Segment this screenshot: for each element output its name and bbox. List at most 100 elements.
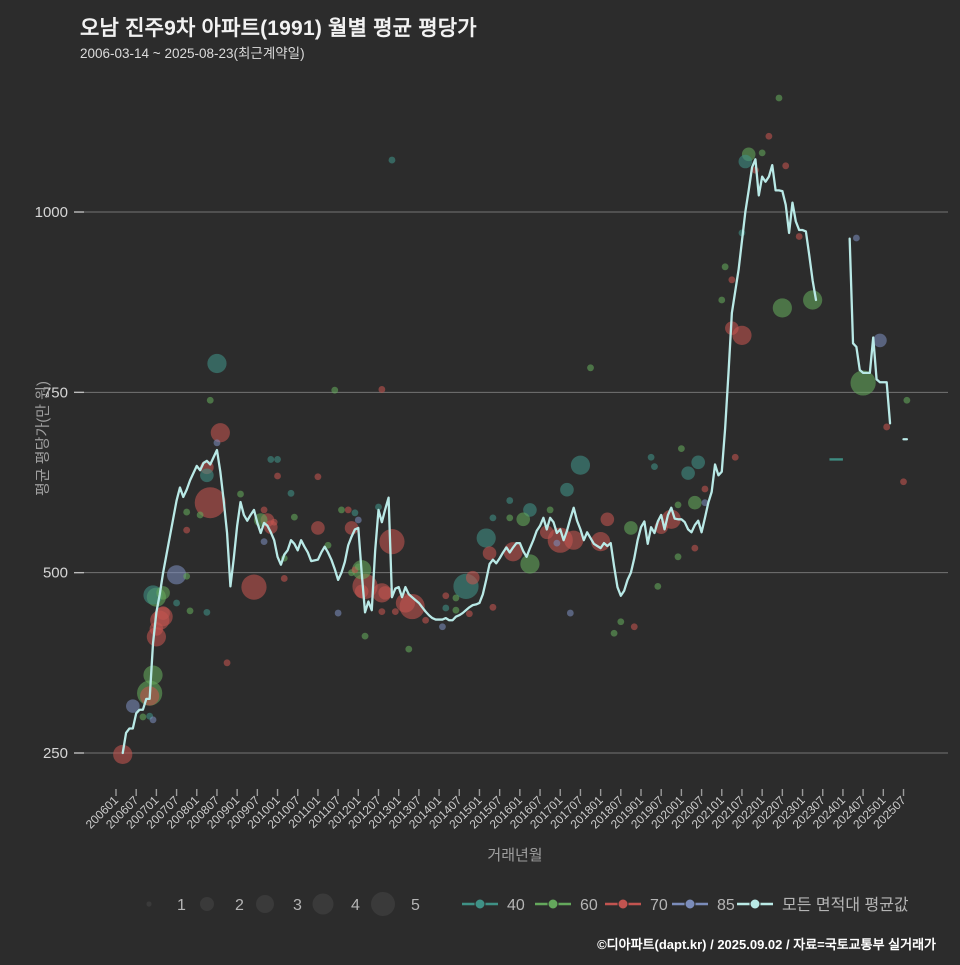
bubble-area70[interactable]	[391, 608, 399, 616]
bubble-area60[interactable]	[183, 508, 191, 516]
bubble-area85[interactable]	[260, 538, 268, 546]
bubble-area60[interactable]	[850, 370, 876, 396]
bubble-area70[interactable]	[156, 606, 170, 620]
bubble-area60[interactable]	[718, 296, 726, 304]
legend-size-3[interactable]: 3	[256, 895, 302, 914]
bubble-area70[interactable]	[600, 512, 615, 527]
bubble-area40[interactable]	[560, 482, 574, 497]
bubble-area70[interactable]	[270, 518, 278, 526]
bubble-area85[interactable]	[213, 439, 221, 447]
bubble-area60[interactable]	[506, 514, 514, 522]
bubble-area40[interactable]	[442, 604, 450, 612]
bubble-area70[interactable]	[113, 744, 133, 765]
bubble-area60[interactable]	[361, 632, 369, 640]
bubble-area60[interactable]	[452, 606, 460, 614]
bubble-area60[interactable]	[758, 149, 766, 157]
bubble-area60[interactable]	[674, 553, 682, 561]
bubble-area85[interactable]	[149, 716, 157, 724]
bubble-area60[interactable]	[721, 263, 729, 271]
bubble-area60[interactable]	[772, 298, 792, 318]
bubble-area40[interactable]	[476, 528, 496, 548]
bubble-area60[interactable]	[324, 541, 332, 549]
bubble-area70[interactable]	[314, 473, 322, 481]
bubble-area40[interactable]	[489, 514, 497, 522]
bubble-area40[interactable]	[351, 509, 359, 517]
bubble-area70[interactable]	[260, 506, 268, 514]
bubble-area60[interactable]	[617, 618, 625, 626]
bubble-area70[interactable]	[378, 386, 386, 393]
bubble-area70[interactable]	[149, 622, 164, 636]
bubble-area60[interactable]	[677, 445, 685, 452]
bubble-area60[interactable]	[688, 495, 702, 510]
bubble-area70[interactable]	[442, 592, 450, 600]
bubble-area60[interactable]	[775, 94, 783, 102]
bubble-area70[interactable]	[883, 423, 891, 431]
bubble-area40[interactable]	[203, 608, 211, 616]
bubble-area40[interactable]	[647, 453, 655, 461]
bubble-area60[interactable]	[196, 511, 204, 519]
avg-price-line[interactable]	[121, 158, 818, 755]
bubble-area60[interactable]	[520, 554, 540, 574]
legend-size-1[interactable]: 1	[146, 897, 186, 914]
bubble-area40[interactable]	[173, 599, 180, 607]
bubble-area70[interactable]	[728, 276, 736, 284]
bubble-area70[interactable]	[280, 575, 288, 582]
bubble-area70[interactable]	[241, 574, 267, 600]
legend-size-4[interactable]: 4	[312, 893, 361, 915]
bubble-area70[interactable]	[731, 453, 739, 461]
bubble-area70[interactable]	[194, 487, 226, 519]
bubble-area70[interactable]	[765, 132, 773, 140]
bubble-area60[interactable]	[139, 713, 147, 721]
bubble-area70[interactable]	[465, 570, 480, 585]
bubble-area60[interactable]	[674, 501, 682, 509]
bubble-area70[interactable]	[701, 485, 709, 493]
bubble-area70[interactable]	[183, 526, 191, 534]
bubble-area70[interactable]	[591, 532, 611, 552]
bubble-area70[interactable]	[311, 521, 325, 535]
legend-series-85[interactable]: 85	[672, 897, 735, 914]
bubble-area85[interactable]	[873, 333, 887, 348]
bubble-area60[interactable]	[803, 290, 823, 310]
bubble-area85[interactable]	[126, 699, 140, 713]
bubble-area60[interactable]	[610, 629, 618, 637]
bubble-area40[interactable]	[267, 456, 275, 463]
bubble-area60[interactable]	[405, 645, 413, 653]
bubble-area85[interactable]	[701, 499, 709, 507]
bubble-area40[interactable]	[506, 497, 514, 504]
bubble-area60[interactable]	[654, 582, 662, 590]
bubble-area70[interactable]	[564, 530, 584, 550]
bubble-area60[interactable]	[237, 490, 244, 498]
bubble-area60[interactable]	[206, 396, 214, 404]
legend-series-avg[interactable]: 모든 면적대 평균값	[737, 896, 909, 914]
bubble-area85[interactable]	[566, 609, 574, 617]
bubble-area70[interactable]	[900, 478, 907, 486]
bubble-area60[interactable]	[546, 506, 554, 514]
bubble-area70[interactable]	[223, 659, 231, 667]
bubble-area60[interactable]	[331, 386, 339, 394]
legend-series-70[interactable]: 70	[605, 897, 668, 914]
bubble-area85[interactable]	[439, 623, 446, 631]
bubble-area40[interactable]	[691, 455, 706, 470]
bubble-area85[interactable]	[166, 565, 187, 585]
bubble-area70[interactable]	[539, 525, 554, 540]
bubble-area60[interactable]	[452, 594, 460, 602]
bubble-area70[interactable]	[503, 542, 523, 562]
bubble-area40[interactable]	[200, 468, 214, 483]
bubble-area85[interactable]	[334, 609, 342, 617]
bubble-area60[interactable]	[290, 513, 298, 521]
bubble-area70[interactable]	[489, 603, 497, 611]
bubble-area70[interactable]	[344, 506, 352, 514]
bubble-area60[interactable]	[183, 572, 191, 580]
bubble-area40[interactable]	[375, 503, 382, 511]
bubble-area40[interactable]	[681, 466, 695, 480]
bubble-area70[interactable]	[354, 584, 369, 599]
legend-size-2[interactable]: 2	[200, 897, 244, 914]
bubble-area70[interactable]	[274, 472, 281, 480]
bubble-area60[interactable]	[624, 521, 638, 535]
bubble-area60[interactable]	[338, 506, 345, 514]
bubble-area70[interactable]	[782, 162, 790, 170]
bubble-area60[interactable]	[186, 607, 194, 615]
bubble-area40[interactable]	[388, 156, 396, 164]
bubble-area60[interactable]	[143, 665, 163, 685]
bubble-area40[interactable]	[738, 154, 753, 169]
